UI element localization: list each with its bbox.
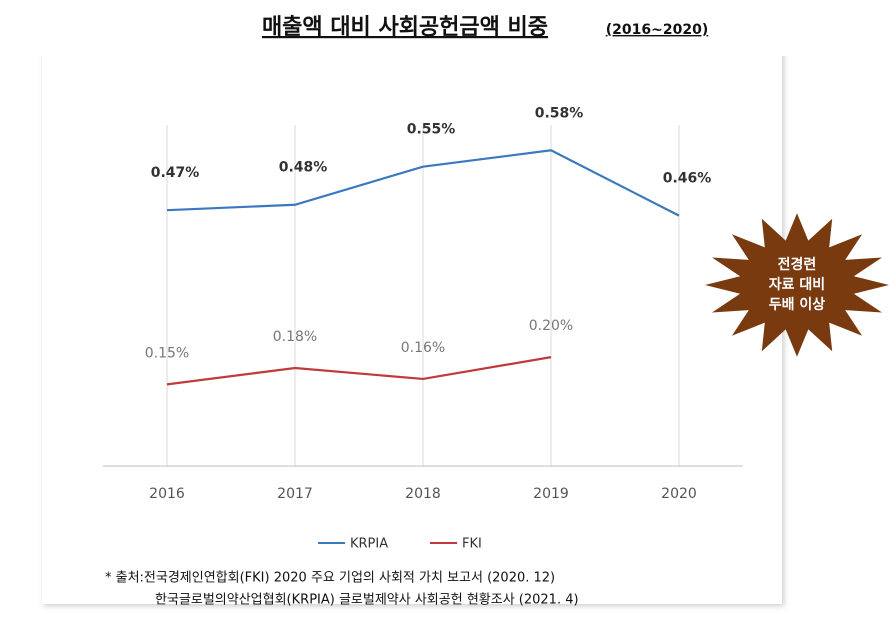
data-label: 0.20% bbox=[529, 318, 573, 334]
data-label: 0.47% bbox=[151, 165, 200, 181]
chart-panel bbox=[42, 0, 782, 604]
data-label: 0.48% bbox=[279, 160, 328, 176]
x-tick-label: 2019 bbox=[533, 486, 569, 502]
source-note: 한국글로벌의약산업협회(KRPIA) 글로벌제약사 사회공헌 현황조사 (202… bbox=[155, 593, 579, 608]
line-series bbox=[166, 149, 680, 217]
x-tick-label: 2017 bbox=[277, 486, 313, 502]
line-series bbox=[166, 356, 552, 386]
annotation-text: 두배 이상 bbox=[769, 296, 826, 313]
data-label: 0.16% bbox=[401, 340, 445, 356]
annotation-burst bbox=[705, 213, 889, 357]
data-label: 0.15% bbox=[145, 345, 189, 361]
source-note: * 출처:전국경제인연합회(FKI) 2020 주요 기업의 사회적 가치 보고… bbox=[105, 571, 555, 586]
legend-label: KRPIA bbox=[350, 537, 388, 552]
x-tick-label: 2020 bbox=[661, 486, 697, 502]
data-label: 0.46% bbox=[663, 171, 712, 187]
annotation-text: 자료 대비 bbox=[769, 277, 825, 293]
x-tick-label: 2016 bbox=[149, 486, 185, 502]
chart-subtitle: (2016~2020) bbox=[606, 22, 708, 38]
x-tick-label: 2018 bbox=[405, 486, 441, 502]
legend-label: FKI bbox=[462, 537, 482, 552]
data-label: 0.55% bbox=[407, 122, 456, 138]
data-label: 0.58% bbox=[535, 105, 584, 121]
chart-title: 매출액 대비 사회공헌금액 비중 bbox=[262, 15, 548, 40]
title-band bbox=[0, 0, 889, 56]
data-label: 0.18% bbox=[273, 329, 317, 345]
annotation-text: 전경련 bbox=[778, 256, 817, 273]
